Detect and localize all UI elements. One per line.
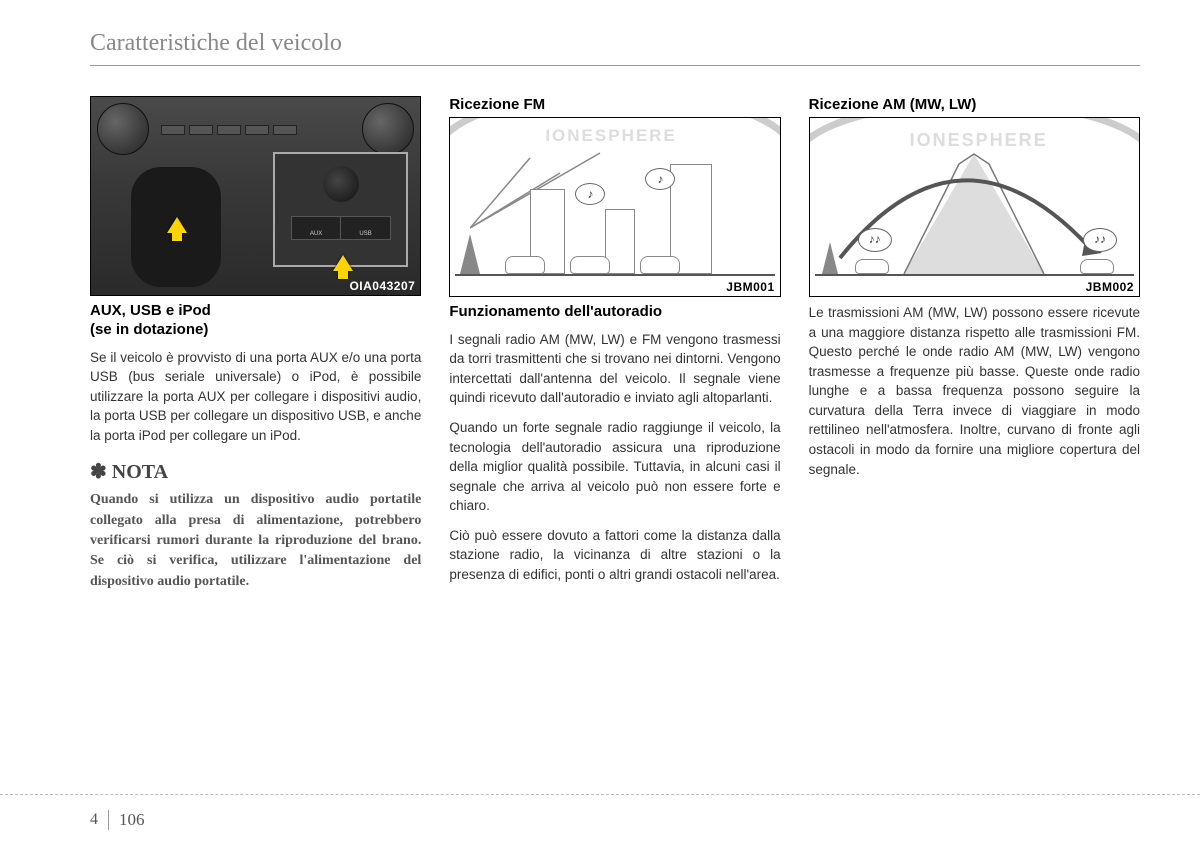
usb-port-label: USB <box>341 217 390 239</box>
page-number: 106 <box>119 810 145 830</box>
fm-illustration: IONESPHERE ♪ ♪ <box>450 118 779 296</box>
figure-code: JBM001 <box>726 280 774 294</box>
music-bubble-left: ♪♪ <box>858 228 892 252</box>
am-heading: Ricezione AM (MW, LW) <box>809 96 1140 113</box>
body-text-fm-1: I segnali radio AM (MW, LW) e FM vengono… <box>449 330 780 408</box>
chapter-title: Caratteristiche del veicolo <box>90 30 1140 57</box>
power-socket-icon <box>323 166 359 202</box>
aux-port-label: AUX <box>292 217 342 239</box>
nota-heading: ✽ NOTA <box>90 459 421 484</box>
radio-tower-icon <box>822 242 838 274</box>
body-text-am: Le trasmissioni AM (MW, LW) possono esse… <box>809 303 1140 479</box>
footer-dash-rule <box>0 794 1200 795</box>
ionesphere-label: IONESPHERE <box>545 126 676 146</box>
page-footer: 4 106 <box>90 810 145 830</box>
section-title-autoradio: Funzionamento dell'autoradio <box>449 303 780 322</box>
page-content: Caratteristiche del veicolo AUX <box>0 0 1200 595</box>
column-2: Ricezione FM IONESPHERE <box>449 96 780 595</box>
fm-heading: Ricezione FM <box>449 96 780 113</box>
car-left <box>855 259 889 274</box>
port-callout: AUX USB <box>273 152 408 267</box>
arrow-indicator-left <box>167 217 187 233</box>
music-bubble-right: ♪♪ <box>1083 228 1117 252</box>
body-text-fm-3: Ciò può essere dovuto a fattori come la … <box>449 526 780 585</box>
car-3 <box>640 256 680 274</box>
aux-usb-ports: AUX USB <box>291 216 391 240</box>
am-illustration: IONESPHERE ♪♪ ♪♪ <box>810 118 1139 296</box>
column-1: AUX USB OIA043207 AUX, USB e iPod (se in… <box>90 96 421 595</box>
dashboard-illustration: AUX USB <box>91 97 420 295</box>
three-column-layout: AUX USB OIA043207 AUX, USB e iPod (se in… <box>90 96 1140 595</box>
car-2 <box>570 256 610 274</box>
header-rule <box>90 65 1140 66</box>
button-row <box>161 125 297 135</box>
ac-dial-right <box>362 103 414 155</box>
figure-aux-usb: AUX USB OIA043207 <box>90 96 421 296</box>
figure-am: IONESPHERE ♪♪ ♪♪ JBM002 <box>809 117 1140 297</box>
body-text-aux: Se il veicolo è provvisto di una porta A… <box>90 348 421 446</box>
nota-body: Quando si utilizza un dispositivo audio … <box>90 490 421 591</box>
ground-line <box>455 274 774 276</box>
figure-code: JBM002 <box>1086 280 1134 294</box>
figure-code: OIA043207 <box>349 279 415 293</box>
chapter-number: 4 <box>90 811 98 829</box>
column-3: Ricezione AM (MW, LW) IONESPHERE <box>809 96 1140 595</box>
figure-fm: IONESPHERE ♪ ♪ <box>449 117 780 297</box>
body-text-fm-2: Quando un forte segnale radio raggiunge … <box>449 418 780 516</box>
ac-dial-left <box>97 103 149 155</box>
arrow-indicator-right <box>333 255 353 271</box>
car-right <box>1080 259 1114 274</box>
ground-line <box>815 274 1134 276</box>
footer-separator <box>108 810 109 830</box>
section-title-aux: AUX, USB e iPod (se in dotazione) <box>90 302 421 340</box>
car-1 <box>505 256 545 274</box>
